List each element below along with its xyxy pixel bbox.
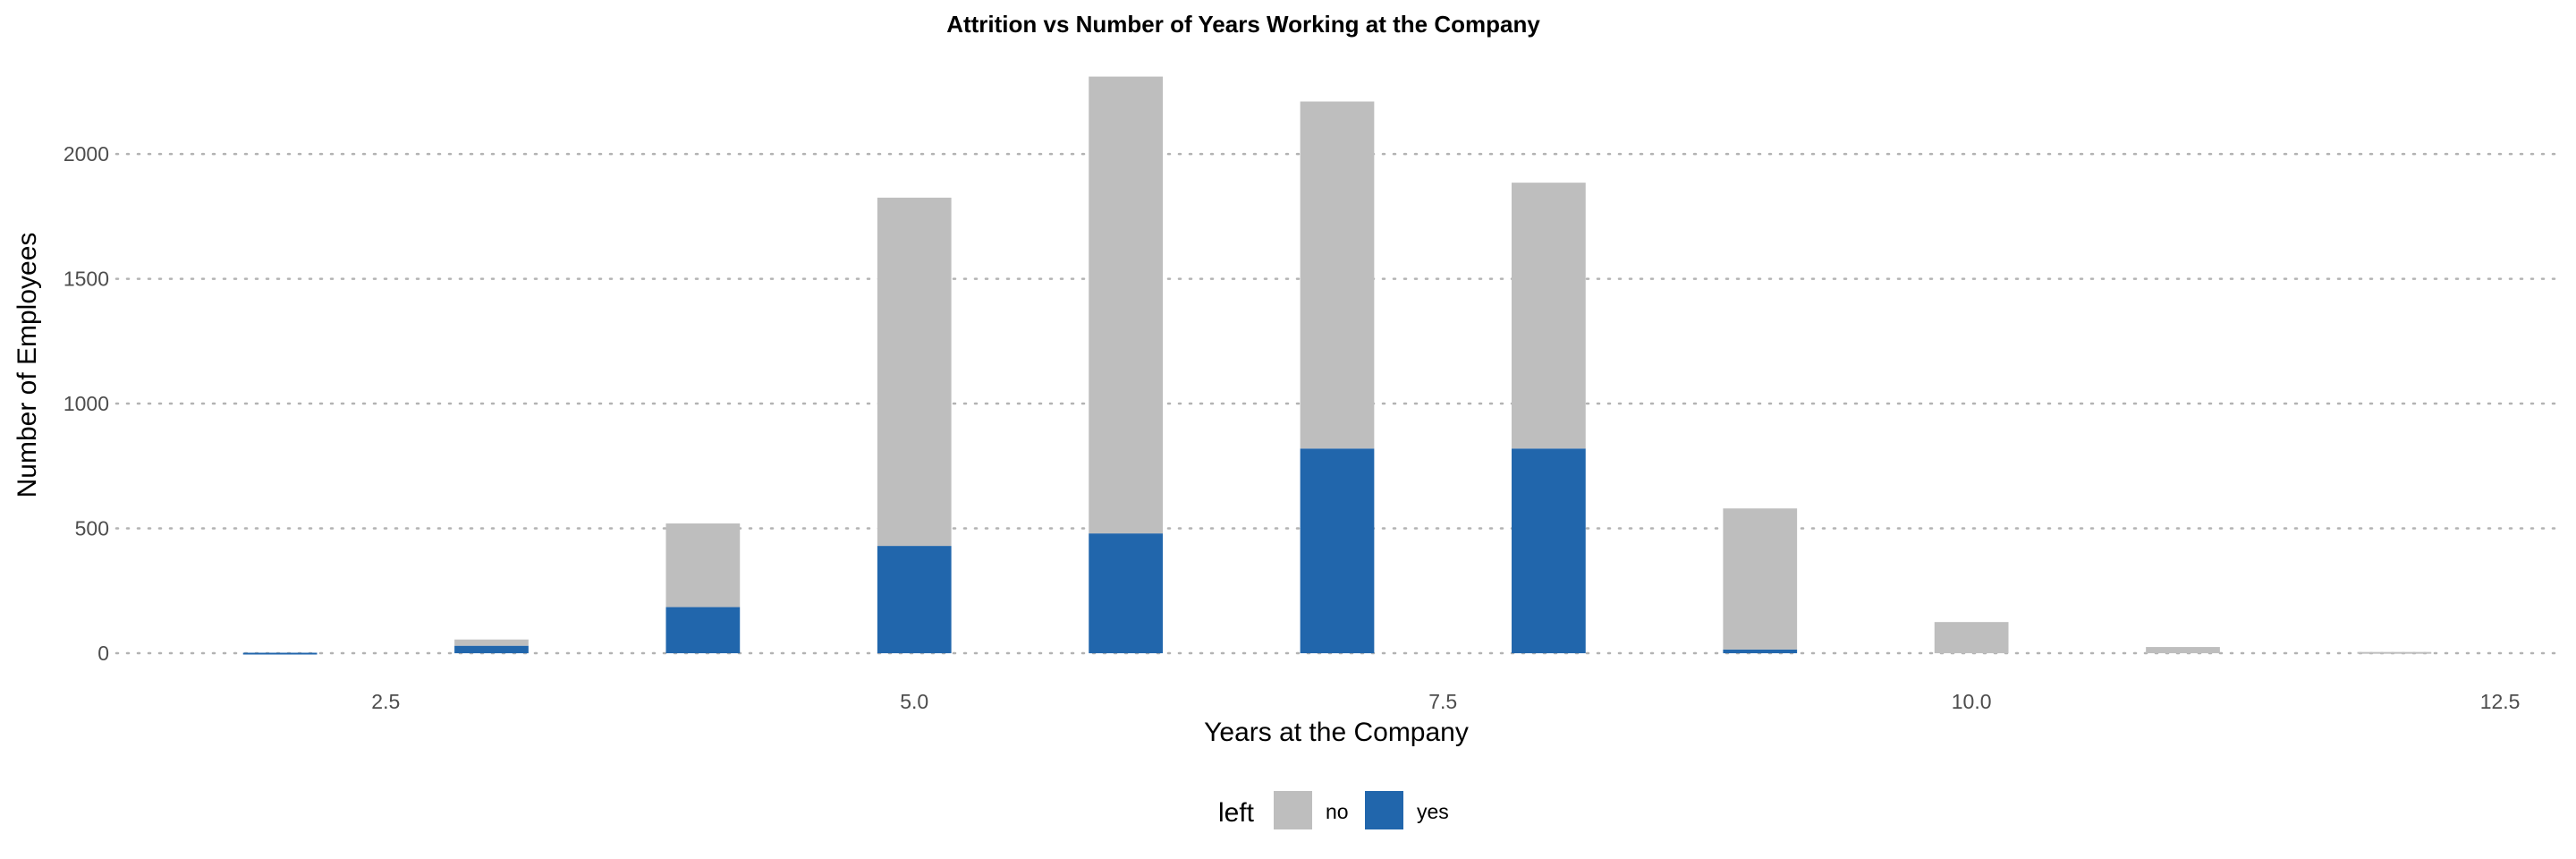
chart-title: Attrition vs Number of Years Working at … (946, 11, 1540, 38)
bar-yes (242, 652, 318, 655)
y-tick-label: 500 (75, 517, 109, 540)
bar-no (1300, 101, 1375, 449)
bar-yes (1723, 649, 1798, 654)
bar-no (665, 523, 741, 608)
y-tick-label: 0 (97, 642, 109, 665)
legend-label-no: no (1326, 800, 1349, 823)
bar-no (1934, 622, 2009, 654)
bar-yes (1089, 533, 1163, 654)
y-tick-label: 2000 (64, 142, 109, 166)
x-axis-ticks: 2.5 5.0 7.5 10.0 12.5 (371, 690, 2520, 713)
x-axis-title: Years at the Company (1204, 718, 1469, 747)
x-tick-label: 5.0 (900, 690, 928, 713)
bar-yes (1300, 448, 1375, 654)
y-axis-ticks: 0 500 1000 1500 2000 (64, 142, 109, 665)
x-tick-label: 10.0 (1952, 690, 1992, 713)
bar-no (877, 197, 952, 547)
bar-no (1723, 508, 1798, 650)
x-tick-label: 12.5 (2480, 690, 2521, 713)
bar-yes (1512, 448, 1586, 654)
bar-no (454, 639, 529, 646)
bars (242, 76, 2432, 655)
y-axis-title: Number of Employees (13, 233, 42, 498)
bar-no (2357, 651, 2432, 654)
legend-swatch-no (1274, 791, 1312, 829)
bar-yes (454, 645, 529, 654)
legend-label-yes: yes (1417, 800, 1449, 823)
bar-no (1089, 76, 1163, 534)
x-tick-label: 7.5 (1428, 690, 1457, 713)
y-tick-label: 1000 (64, 392, 109, 415)
x-tick-label: 2.5 (371, 690, 400, 713)
bar-no (1512, 183, 1586, 449)
y-tick-label: 1500 (64, 268, 109, 291)
legend: left no yes (1218, 791, 1449, 829)
legend-title: left (1218, 798, 1255, 828)
bar-yes (877, 546, 952, 654)
legend-swatch-yes (1365, 791, 1403, 829)
bar-yes (665, 607, 741, 654)
bar-no (2146, 647, 2220, 654)
